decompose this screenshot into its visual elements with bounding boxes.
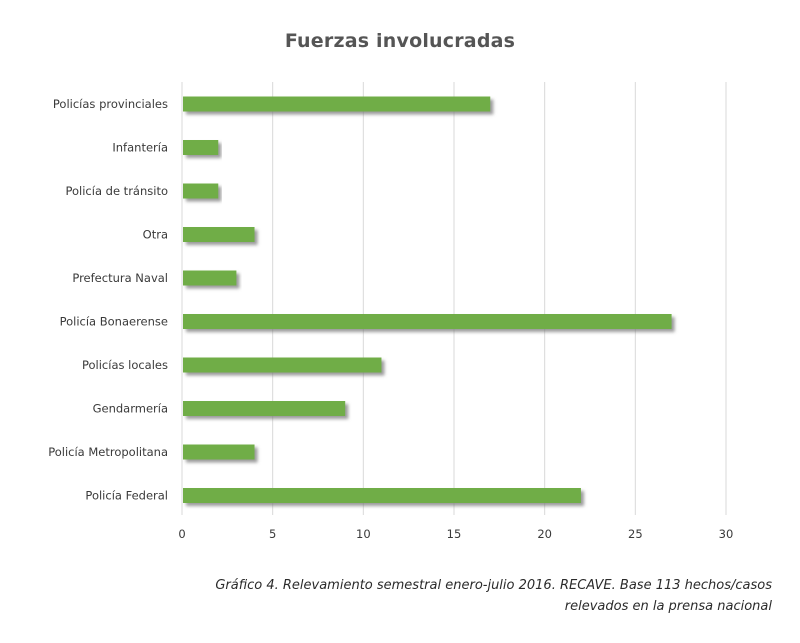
x-tick-label: 15 <box>447 527 462 541</box>
bars <box>183 96 672 503</box>
category-label: Policía Metropolitana <box>48 445 168 459</box>
bar <box>183 357 382 373</box>
bar <box>183 401 346 416</box>
x-tick-label: 5 <box>269 527 276 541</box>
x-tick-label: 25 <box>628 527 643 541</box>
category-label: Policía Bonaerense <box>60 315 168 329</box>
category-label: Policía Federal <box>85 489 168 503</box>
category-label: Policías locales <box>82 358 168 372</box>
x-tick-label: 30 <box>719 527 734 541</box>
category-label: Prefectura Naval <box>72 271 168 285</box>
category-label: Gendarmería <box>93 402 168 416</box>
category-label: Otra <box>143 228 168 242</box>
chart-title: Fuerzas involucradas <box>284 30 516 52</box>
x-tick-label: 10 <box>356 527 371 541</box>
x-axis-ticks: 0 5 10 15 20 25 30 <box>178 527 733 541</box>
category-label: Policía de tránsito <box>65 184 168 198</box>
category-labels: Policías provinciales Infantería Policía d… <box>48 97 168 503</box>
bar <box>183 96 491 112</box>
bar <box>183 270 237 286</box>
figure-caption: Gráfico 4. Relevamiento semestral enero-… <box>52 575 772 617</box>
bar-chart: Policías provinciales Infantería Policía d… <box>48 82 733 541</box>
x-tick-label: 20 <box>537 527 552 541</box>
caption-line-2: relevados en la prensa nacional <box>564 599 772 614</box>
bar <box>183 488 581 503</box>
gridlines <box>181 82 727 515</box>
category-label: Policías provinciales <box>53 97 168 111</box>
bar <box>183 227 255 242</box>
bar <box>183 140 219 155</box>
bar <box>183 183 219 199</box>
bar <box>183 444 255 460</box>
category-label: Infantería <box>112 141 168 155</box>
bar <box>183 314 672 329</box>
caption-line-1: Gráfico 4. Relevamiento semestral enero-… <box>215 578 772 593</box>
x-tick-label: 0 <box>178 527 185 541</box>
